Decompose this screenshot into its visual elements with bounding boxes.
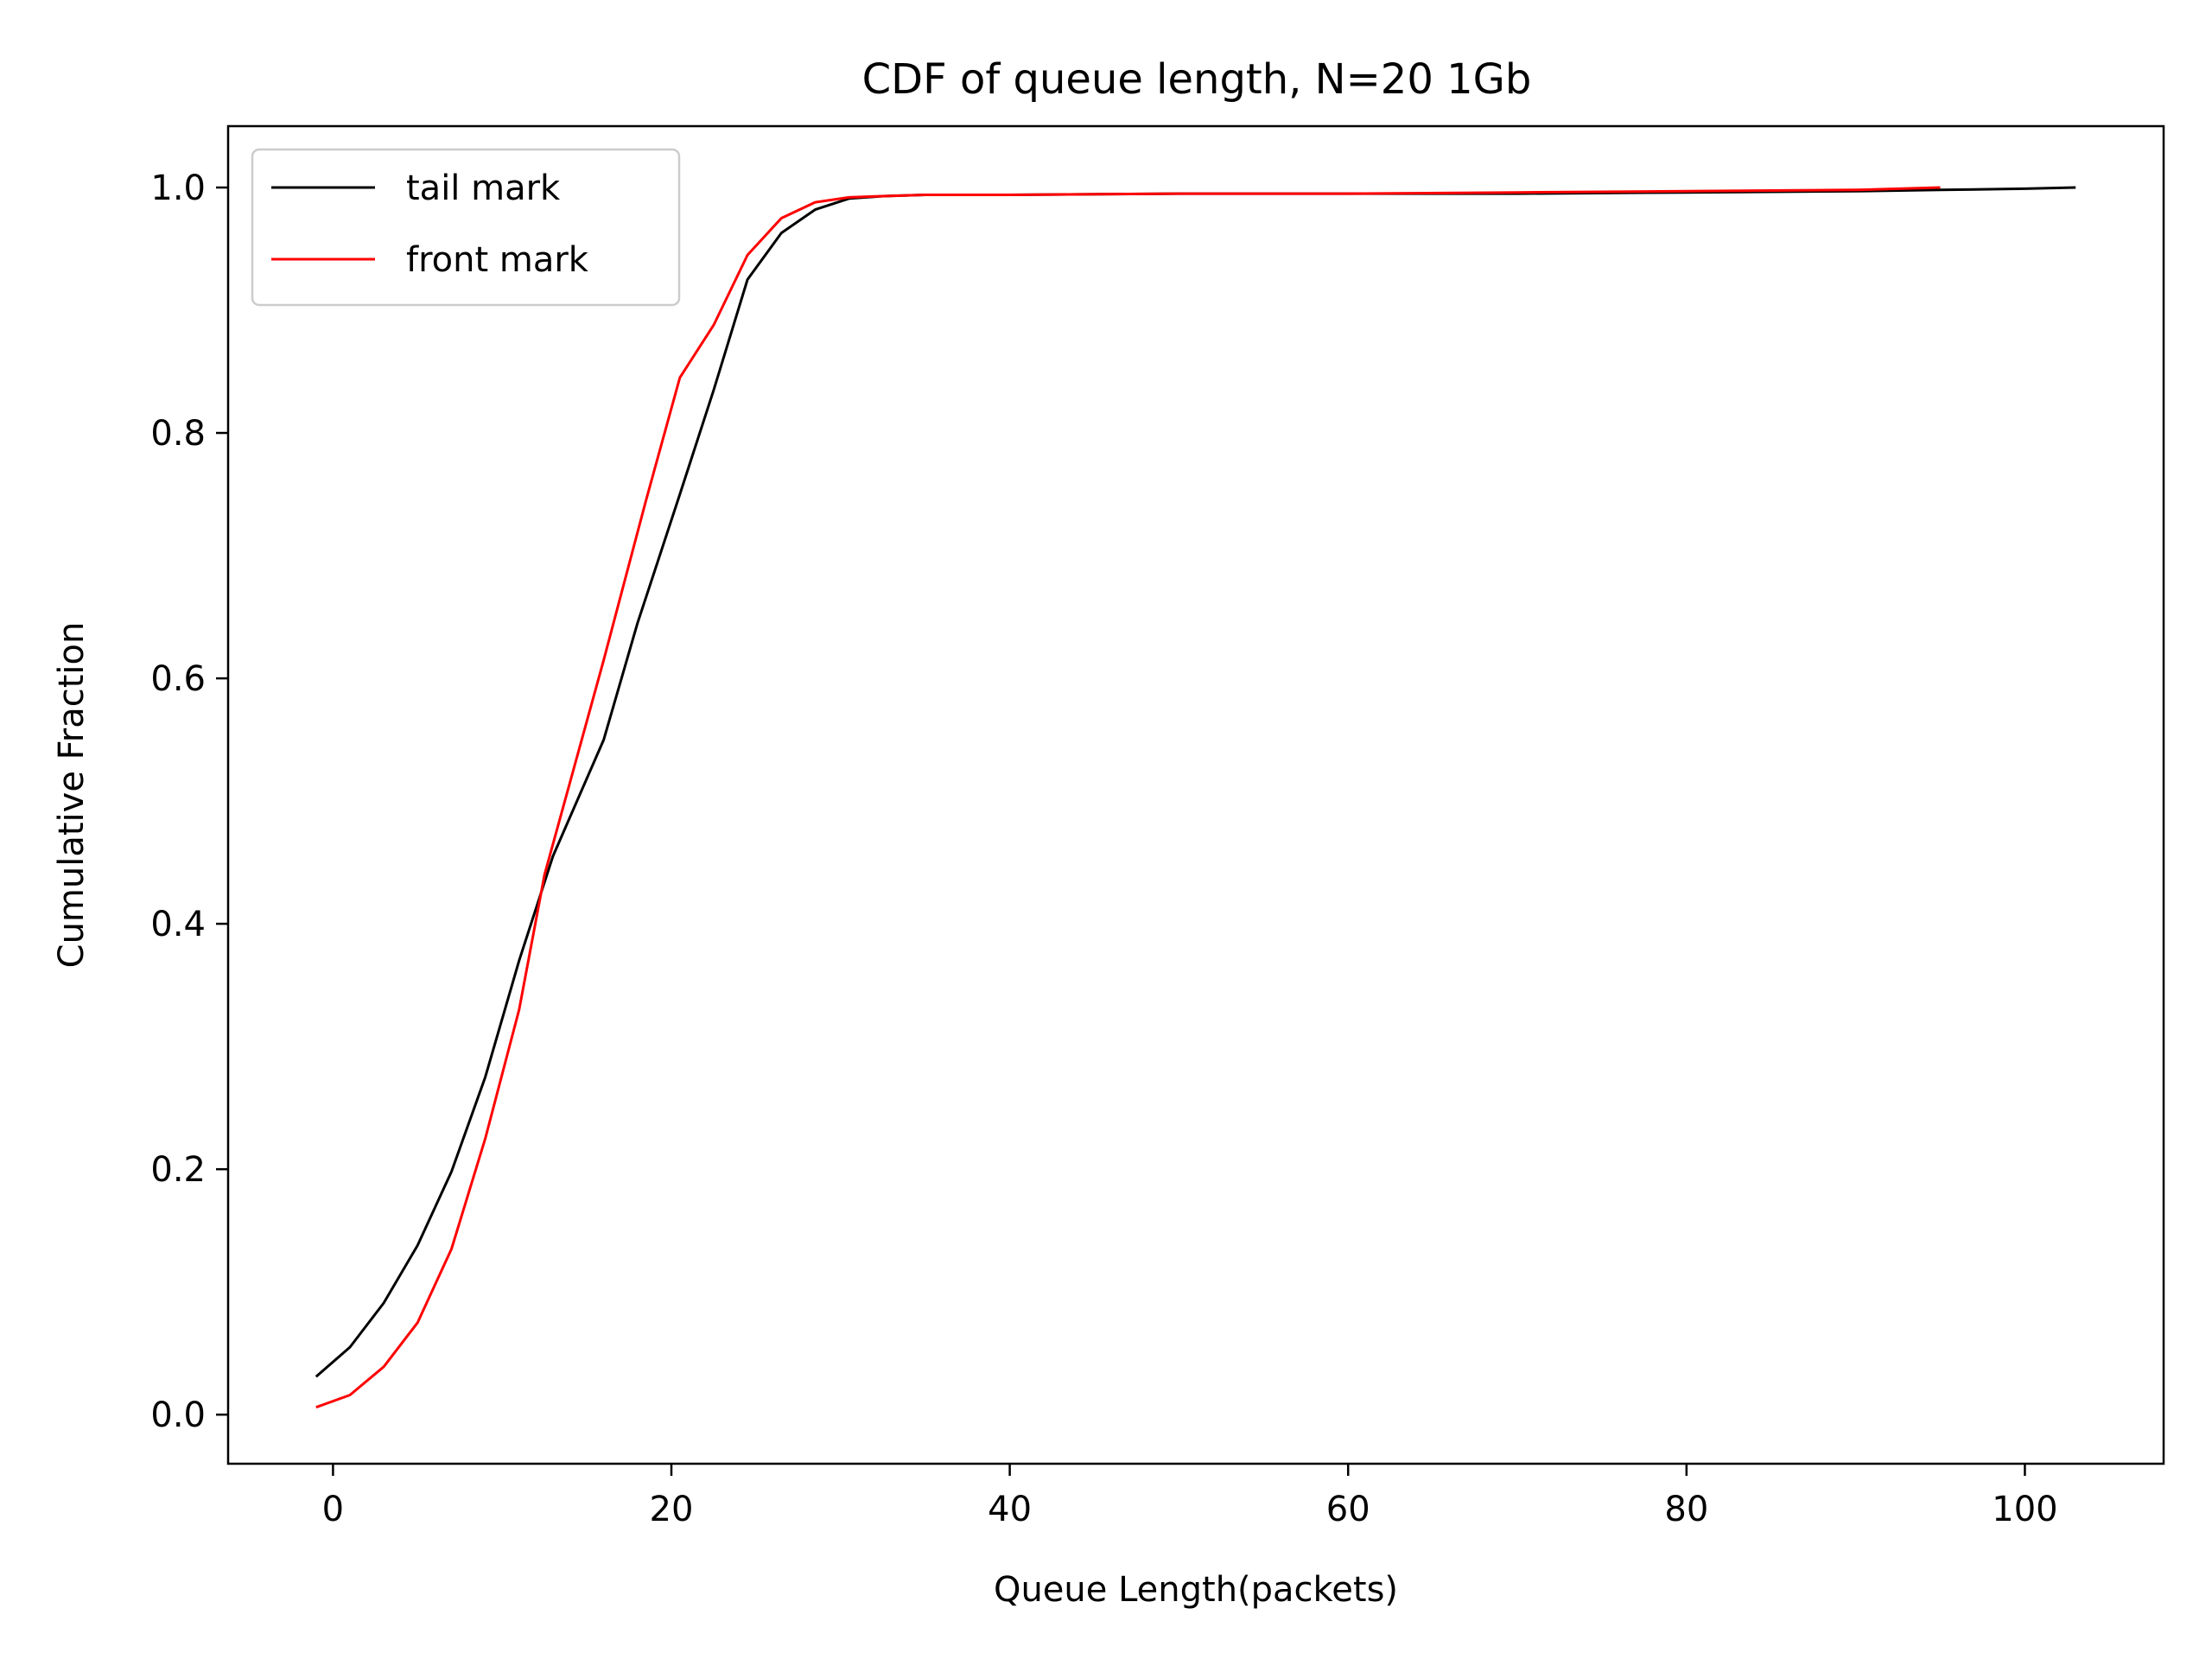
x-tick-label: 60 [1326,1490,1370,1529]
y-tick-label: 0.2 [150,1150,206,1190]
legend-label-tail-mark: tail mark [406,168,561,208]
series-line-front-mark [315,186,1941,1409]
plot-area: 0 20 40 60 80 100 0.0 0.2 0.4 0.6 0.8 1.0 [150,168,2076,1529]
y-tick-label: 0.8 [150,414,206,454]
x-axis-label: Queue Length(packets) [994,1570,1398,1610]
y-axis-label: Cumulative Fraction [52,622,92,969]
x-tick-label: 20 [650,1490,694,1529]
x-tick-label: 0 [322,1490,344,1529]
y-tick-label: 0.0 [150,1395,206,1435]
y-tick-label: 0.6 [150,659,206,699]
x-tick-label: 100 [1992,1490,2057,1529]
legend-label-front-mark: front mark [406,240,589,280]
plot-frame [226,124,2165,1465]
chart-title: CDF of queue length, N=20 1Gb [862,55,1532,104]
legend: tail mark front mark [251,148,681,307]
x-tick-label: 40 [988,1490,1032,1529]
y-tick-label: 1.0 [150,168,206,208]
y-tick-label: 0.4 [150,905,206,944]
x-tick-label: 80 [1664,1490,1708,1529]
